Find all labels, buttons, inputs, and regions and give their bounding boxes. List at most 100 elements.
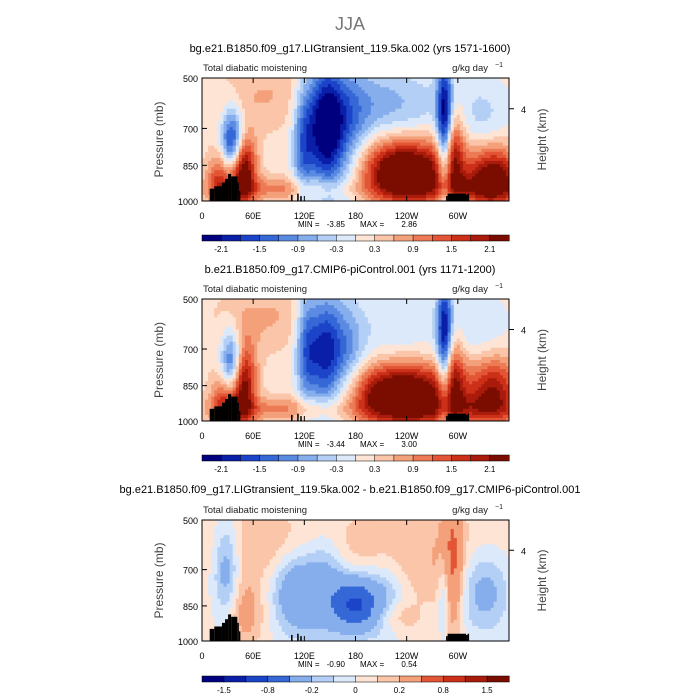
heatmap-cell — [324, 139, 329, 144]
heatmap-cell — [340, 157, 344, 162]
heatmap-cell — [343, 323, 347, 327]
heatmap-cell — [303, 102, 307, 107]
heatmap-cell — [429, 102, 433, 107]
heatmap-cell — [395, 299, 399, 303]
heatmap-cell — [380, 148, 384, 153]
heatmap-cell — [367, 108, 372, 113]
heatmap-cell — [257, 305, 261, 309]
heatmap-cell — [352, 323, 356, 327]
heatmap-cell — [481, 302, 485, 306]
heatmap-cell — [444, 188, 449, 193]
heatmap-cell — [450, 81, 455, 85]
heatmap-cell — [257, 194, 261, 199]
heatmap-cell — [211, 139, 215, 144]
heatmap-cell — [266, 157, 271, 162]
heatmap-cell — [386, 154, 390, 159]
heatmap-cell — [364, 194, 369, 199]
heatmap-cell — [410, 93, 415, 97]
heatmap-cell — [211, 124, 215, 128]
heatmap-cell — [312, 164, 317, 168]
heatmap-cell — [337, 136, 341, 141]
heatmap-cell — [505, 121, 510, 125]
heatmap-cell — [496, 161, 501, 165]
heatmap-cell — [251, 154, 255, 159]
heatmap-cell — [469, 84, 473, 88]
heatmap-cell — [208, 108, 212, 113]
heatmap-cell — [416, 305, 421, 309]
heatmap-cell — [487, 157, 492, 162]
heatmap-cell — [367, 127, 372, 131]
heatmap-cell — [435, 154, 439, 159]
heatmap-cell — [300, 81, 304, 85]
heatmap-cell — [352, 111, 356, 116]
heatmap-cell — [343, 185, 347, 190]
heatmap-cell — [343, 170, 347, 174]
heatmap-cell — [337, 194, 341, 199]
heatmap-cell — [223, 102, 228, 107]
heatmap-cell — [389, 99, 393, 104]
heatmap-cell — [220, 326, 224, 330]
heatmap-cell — [297, 323, 301, 327]
heatmap-cell — [386, 188, 390, 193]
heatmap-cell — [281, 121, 286, 125]
heatmap-cell — [469, 176, 473, 180]
heatmap-cell — [429, 176, 433, 180]
heatmap-cell — [208, 102, 212, 107]
heatmap-cell — [447, 133, 452, 137]
heatmap-cell — [269, 299, 274, 303]
heatmap-cell — [266, 105, 271, 110]
heatmap-cell — [327, 84, 332, 88]
heatmap-cell — [386, 142, 390, 147]
heatmap-cell — [407, 311, 412, 315]
heatmap-cell — [404, 84, 409, 88]
heatmap-cell — [373, 185, 378, 190]
heatmap-cell — [330, 311, 335, 315]
heatmap-cell — [373, 90, 378, 94]
heatmap-cell — [229, 157, 234, 162]
heatmap-cell — [456, 130, 461, 134]
heatmap-cell — [392, 302, 396, 306]
heatmap-cell — [263, 117, 267, 122]
heatmap-cell — [450, 139, 455, 144]
heatmap-cell — [297, 197, 301, 202]
heatmap-cell — [444, 302, 449, 306]
heatmap-cell — [235, 133, 240, 137]
heatmap-cell — [346, 81, 350, 85]
heatmap-cell — [376, 87, 381, 91]
heatmap-cell — [214, 305, 218, 309]
heatmap-cell — [208, 151, 212, 156]
heatmap-cell — [505, 151, 510, 156]
heatmap-cell — [364, 323, 369, 327]
heatmap-cell — [300, 111, 304, 116]
heatmap-cell — [340, 185, 344, 190]
heatmap-cell — [426, 157, 430, 162]
heatmap-cell — [376, 90, 381, 94]
heatmap-cell — [315, 102, 320, 107]
heatmap-cells — [202, 78, 510, 202]
heatmap-cell — [386, 84, 390, 88]
heatmap-cell — [376, 179, 381, 184]
heatmap-cell — [269, 130, 274, 134]
heatmap-cell — [401, 194, 406, 199]
colorbar-box — [470, 234, 491, 242]
heatmap-cell — [260, 320, 264, 324]
heatmap-cell — [444, 151, 449, 156]
heatmap-cell — [263, 157, 267, 162]
heatmap-cell — [481, 81, 485, 85]
heatmap-cell — [238, 320, 243, 324]
heatmap-cell — [260, 176, 264, 180]
heatmap-cell — [266, 197, 271, 202]
heatmap-cell — [447, 157, 452, 162]
heatmap-cell — [254, 127, 258, 131]
heatmap-cell — [481, 320, 485, 324]
heatmap-cell — [419, 302, 424, 306]
heatmap-cell — [462, 185, 467, 190]
heatmap-cell — [278, 81, 283, 85]
heatmap-cell — [257, 197, 261, 202]
heatmap-cell — [462, 182, 467, 187]
heatmap-cell — [389, 114, 393, 119]
heatmap-cell — [432, 305, 436, 309]
heatmap-cell — [389, 130, 393, 134]
heatmap-cell — [392, 127, 396, 131]
heatmap-cell — [355, 108, 360, 113]
